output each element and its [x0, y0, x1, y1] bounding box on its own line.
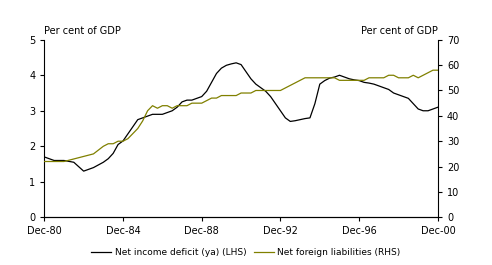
Legend: Net income deficit (ya) (LHS), Net foreign liabilities (RHS): Net income deficit (ya) (LHS), Net forei… [88, 244, 404, 260]
Text: Per cent of GDP: Per cent of GDP [361, 26, 438, 36]
Text: Per cent of GDP: Per cent of GDP [44, 26, 121, 36]
